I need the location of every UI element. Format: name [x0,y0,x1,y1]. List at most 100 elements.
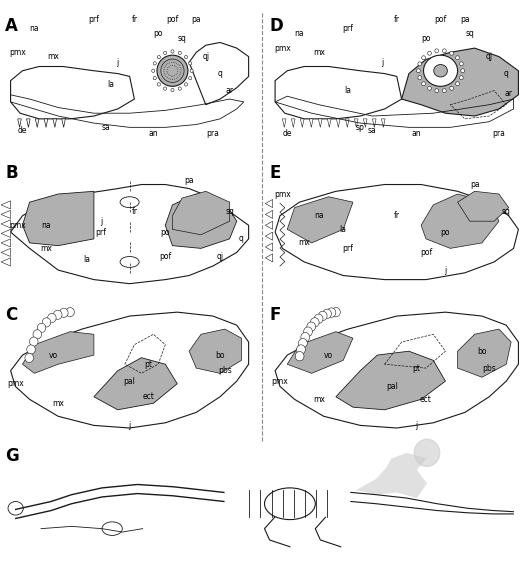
Text: C: C [5,306,17,324]
Circle shape [178,87,181,90]
Text: bo: bo [215,350,225,359]
Ellipse shape [434,65,448,77]
Circle shape [53,310,62,319]
Text: sq: sq [225,207,234,216]
Circle shape [422,55,425,60]
Polygon shape [266,254,272,262]
Polygon shape [53,119,57,127]
Text: an: an [149,128,158,138]
Ellipse shape [157,55,188,86]
Circle shape [295,351,304,361]
Text: mx: mx [298,238,310,247]
Circle shape [327,308,336,318]
Polygon shape [1,220,11,228]
Circle shape [171,50,174,53]
Text: G: G [5,447,19,465]
Text: pt: pt [412,363,420,372]
Polygon shape [287,197,353,243]
Text: D: D [270,17,284,35]
Circle shape [435,89,439,93]
Text: mx: mx [313,48,325,57]
Circle shape [153,62,156,65]
Circle shape [443,49,446,53]
Circle shape [455,82,459,86]
Circle shape [60,308,68,318]
Text: na: na [314,211,324,220]
Text: qj: qj [486,52,493,61]
Circle shape [311,318,319,327]
Text: q: q [217,69,223,78]
Text: la: la [344,86,352,95]
Text: bo: bo [477,347,487,355]
Text: ect: ect [420,395,432,404]
Polygon shape [1,239,11,247]
Polygon shape [1,258,11,266]
Circle shape [443,89,446,93]
Circle shape [416,68,420,73]
Text: prf: prf [88,15,99,24]
Circle shape [427,86,431,91]
Circle shape [30,337,38,346]
Polygon shape [300,119,304,127]
Text: pmx: pmx [274,44,291,53]
Circle shape [185,55,188,59]
Circle shape [460,62,463,66]
Circle shape [66,307,75,317]
Polygon shape [363,119,367,127]
Polygon shape [421,194,499,248]
Text: pmx: pmx [274,190,291,199]
Text: j: j [116,58,119,67]
Polygon shape [1,201,11,209]
Circle shape [185,83,188,86]
Circle shape [48,314,56,323]
Text: A: A [5,17,18,35]
Text: prf: prf [343,24,353,33]
Circle shape [37,323,46,332]
Text: sa: sa [368,126,377,135]
Text: mx: mx [40,244,52,253]
Text: vo: vo [324,350,333,359]
Polygon shape [266,243,272,251]
Circle shape [189,62,191,65]
Text: na: na [30,24,39,33]
Text: q: q [504,69,509,78]
Circle shape [152,69,155,72]
Text: pmx: pmx [10,48,26,57]
Text: de: de [18,126,27,135]
Polygon shape [318,119,322,127]
Text: pa: pa [184,176,194,185]
Circle shape [163,52,167,54]
Text: na: na [41,221,51,230]
Polygon shape [266,232,272,240]
Text: prf: prf [343,244,353,253]
Circle shape [414,439,440,466]
Text: pmx: pmx [271,376,288,385]
Circle shape [157,83,160,86]
Text: po: po [153,29,163,38]
Text: sa: sa [102,123,110,132]
Circle shape [178,52,181,54]
Text: la: la [83,255,90,264]
Polygon shape [282,119,286,127]
Text: sq: sq [502,207,510,216]
Text: qj: qj [202,52,209,61]
Polygon shape [381,119,385,127]
Circle shape [450,86,453,91]
Polygon shape [62,119,66,127]
Circle shape [418,62,422,66]
Text: pof: pof [434,15,446,24]
Text: mx: mx [313,395,325,404]
Polygon shape [327,119,331,127]
Text: fr: fr [131,207,138,216]
Text: po: po [421,34,431,42]
Text: pa: pa [191,15,201,24]
Text: sq: sq [466,29,474,38]
Polygon shape [345,119,349,127]
Circle shape [450,51,453,55]
Circle shape [435,49,439,53]
Ellipse shape [120,197,139,208]
Text: pa: pa [460,15,470,24]
Text: vo: vo [49,350,58,359]
Circle shape [190,69,193,72]
Text: mx: mx [52,399,64,408]
